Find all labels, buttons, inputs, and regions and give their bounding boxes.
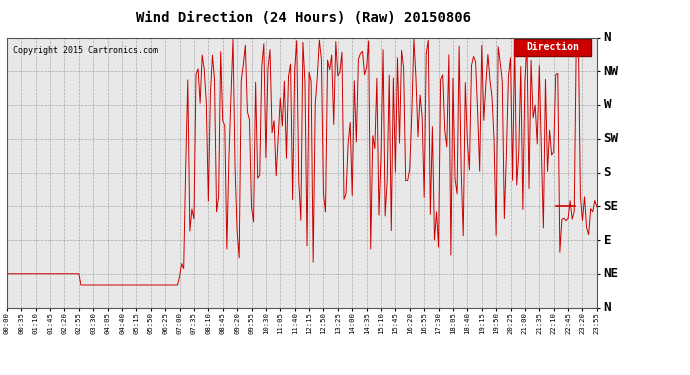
Text: N: N	[604, 301, 611, 314]
Text: Wind Direction (24 Hours) (Raw) 20150806: Wind Direction (24 Hours) (Raw) 20150806	[136, 11, 471, 25]
Text: Direction: Direction	[526, 42, 579, 52]
Text: NW: NW	[604, 65, 619, 78]
FancyBboxPatch shape	[514, 39, 591, 56]
Text: SW: SW	[604, 132, 619, 145]
Text: Copyright 2015 Cartronics.com: Copyright 2015 Cartronics.com	[13, 46, 158, 55]
Text: SE: SE	[604, 200, 619, 213]
Text: E: E	[604, 234, 611, 246]
Text: S: S	[604, 166, 611, 179]
Text: W: W	[604, 99, 611, 111]
Text: NE: NE	[604, 267, 619, 280]
Text: N: N	[604, 31, 611, 44]
